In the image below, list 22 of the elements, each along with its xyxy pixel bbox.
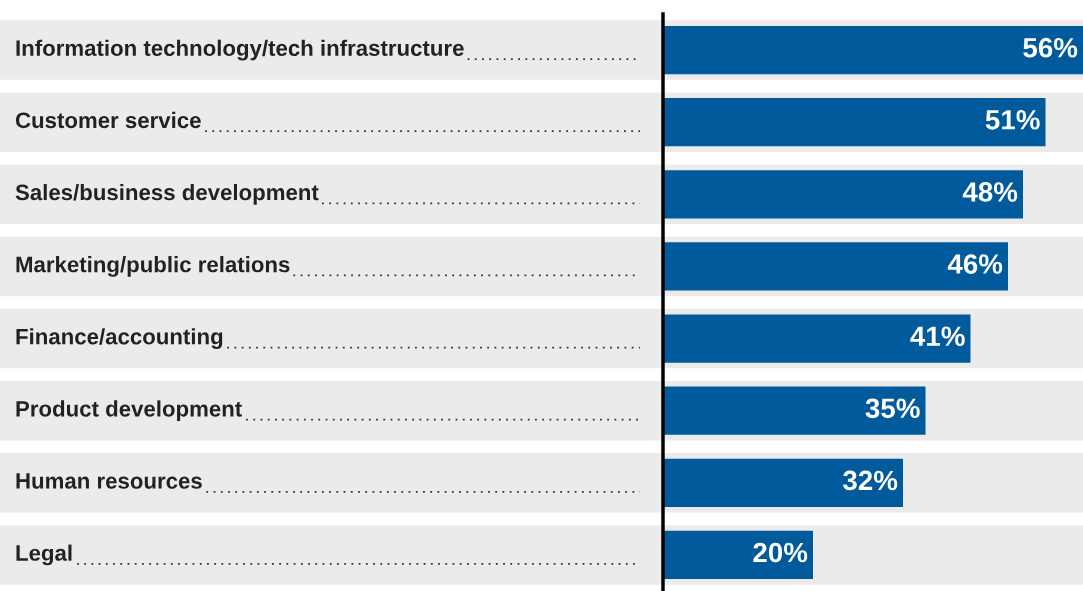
y-tick-label: Customer service [15,111,201,129]
bar [663,386,926,435]
y-tick-label: Legal [16,544,72,566]
data-label: 51% [985,110,1040,130]
data-label: 48% [962,182,1018,202]
data-label: 35% [865,398,920,419]
y-tick-label: Marketing/public relations [16,256,290,277]
data-label: 41% [910,326,965,346]
bar [663,170,1023,219]
bar [663,458,903,507]
data-label: 20% [753,542,808,563]
y-tick-label: Human resources [16,473,202,489]
y-tick-label: Information technology/tech infrastructure [16,39,464,61]
y-tick-label: Sales/business development [15,183,319,205]
data-label: 32% [843,470,898,491]
data-label: 56% [1023,37,1078,58]
data-label: 46% [947,254,1003,274]
bar [663,530,813,580]
bar [663,242,1008,291]
y-tick-label: Product development [16,400,242,422]
bar [663,314,971,363]
y-tick-label: Finance/accounting [16,328,223,349]
